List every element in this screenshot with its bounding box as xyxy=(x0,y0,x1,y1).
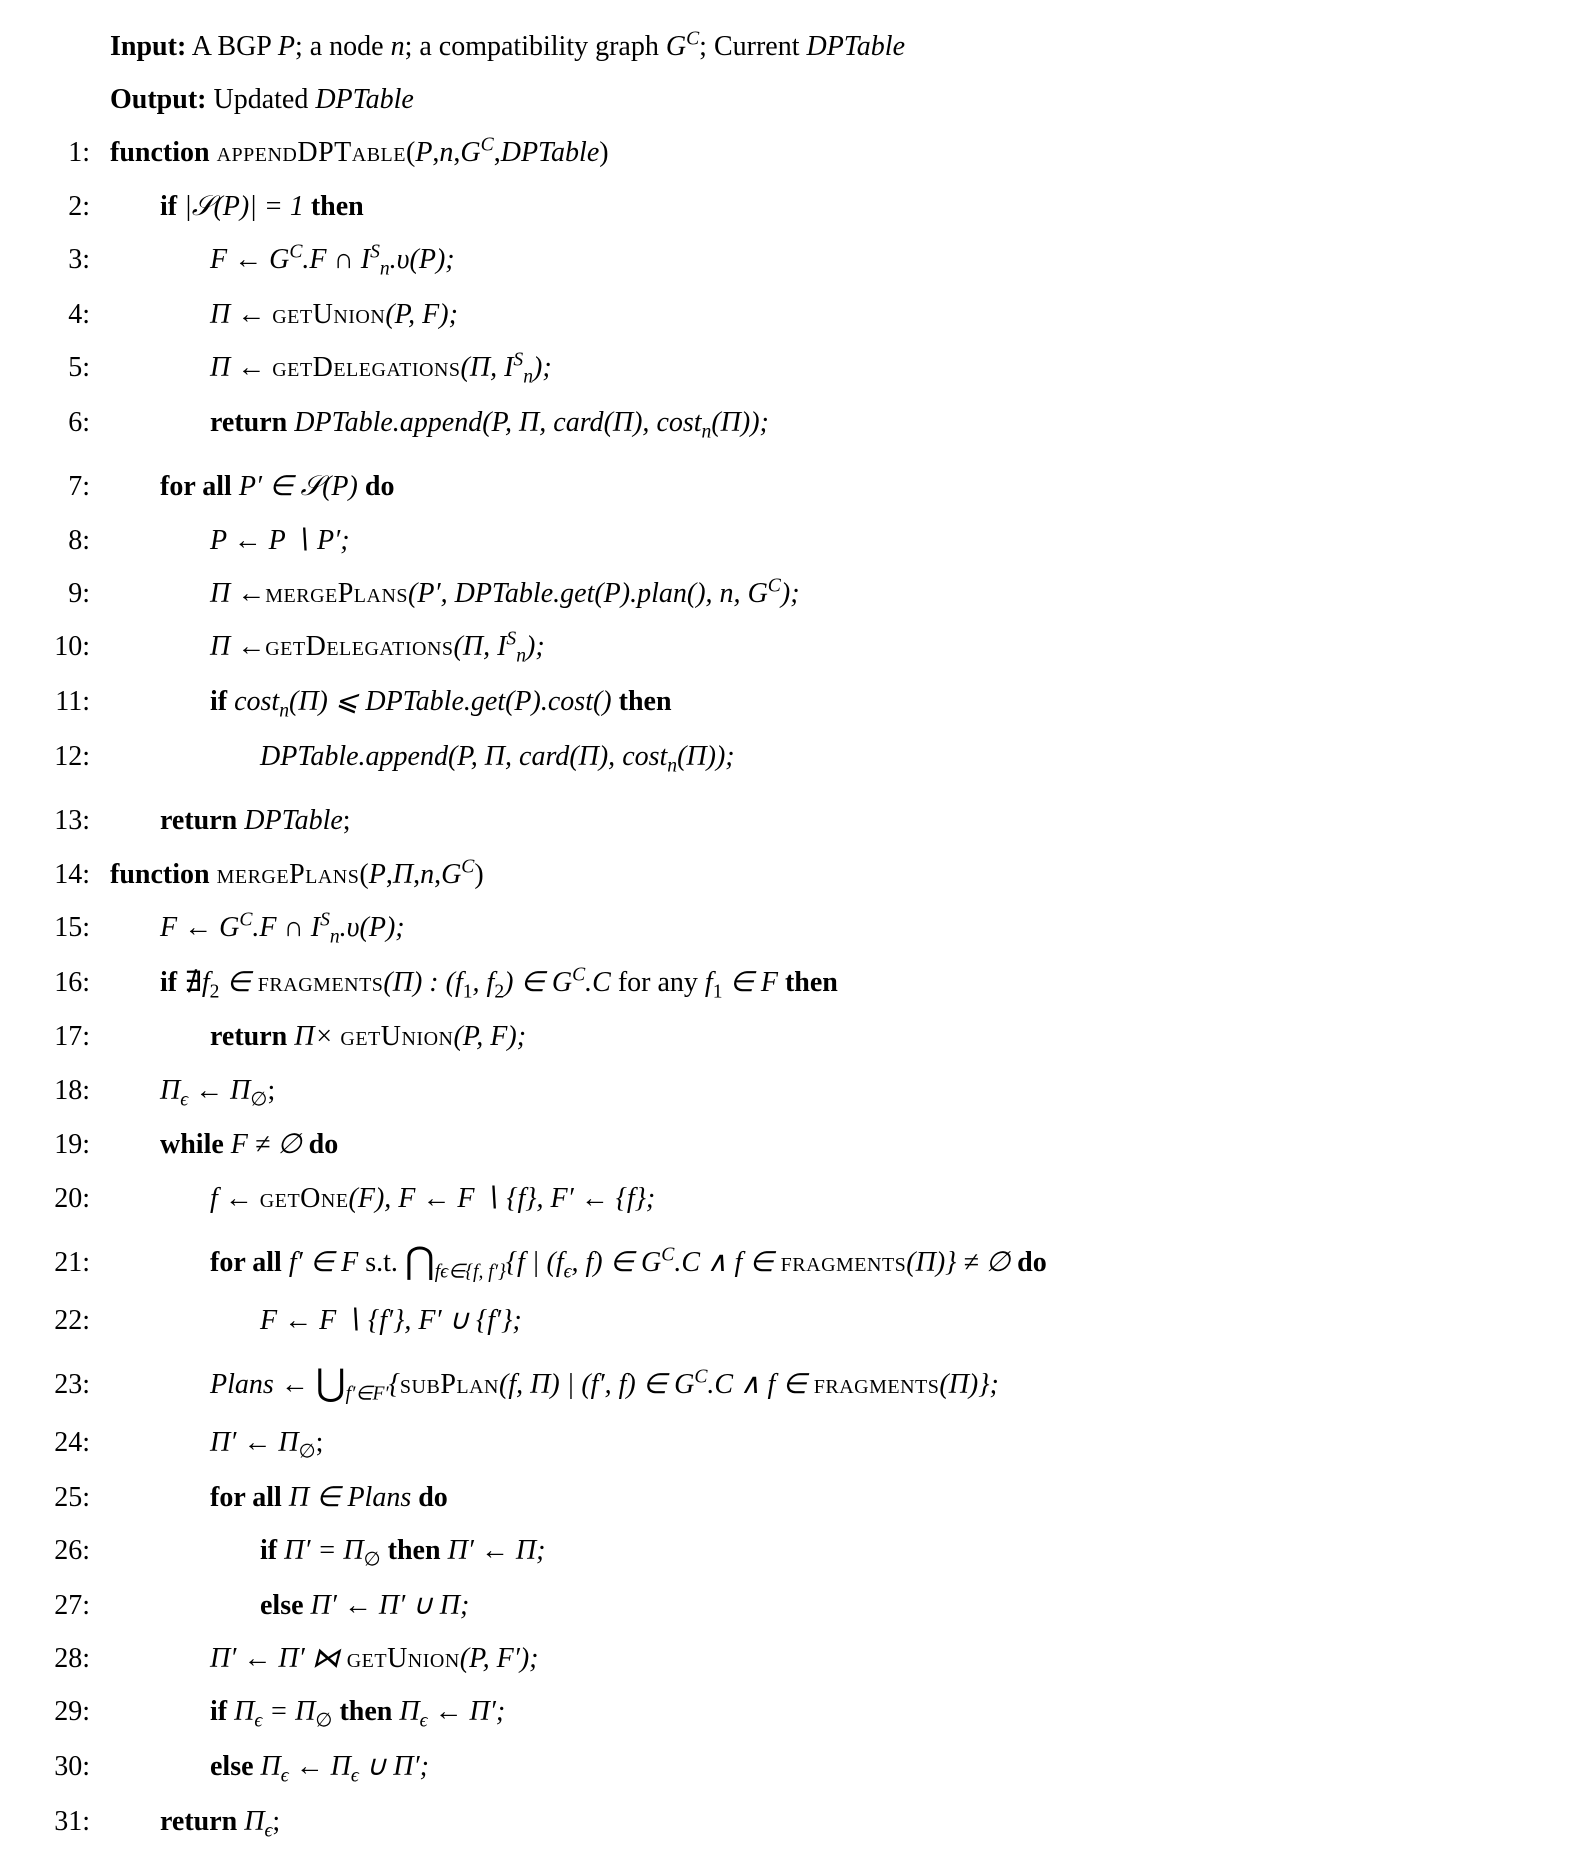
line-15: 15: F ← GC.F ∩ ISn.υ(P); xyxy=(40,901,1540,956)
output-label: Output: xyxy=(110,84,206,115)
line-5: 5: Π ← getDelegations(Π, ISn); xyxy=(40,341,1540,396)
line-16: 16: if ∄f2 ∈ fragments(Π) : (f1, f2) ∈ G… xyxy=(40,956,1540,1011)
line-20: 20: f ← getOne(F), F ← F ∖ {f}, F′ ← {f}… xyxy=(40,1172,1540,1225)
line-24: 24: Π′ ← Π∅; xyxy=(40,1416,1540,1471)
line-31: 31: return Πϵ; xyxy=(40,1795,1540,1850)
line-10: 10: Π ←getDelegations(Π, ISn); xyxy=(40,620,1540,675)
line-22: 22: F ← F ∖ {f′}, F′ ∪ {f′}; xyxy=(40,1294,1540,1347)
line-25: 25: for all Π ∈ Plans do xyxy=(40,1471,1540,1524)
input-text4: ; Current xyxy=(699,31,806,62)
input-line: Input: A BGP P; a node n; a compatibilit… xyxy=(110,20,1540,73)
line-30: 30: else Πϵ ← Πϵ ∪ Π′; xyxy=(40,1740,1540,1795)
input-text3: ; a compatibility graph xyxy=(405,31,666,62)
input-text: A BGP xyxy=(186,31,278,62)
line-6: 6: return DPTable.append(P, Π, card(Π), … xyxy=(40,396,1540,451)
line-13: 13: return DPTable; xyxy=(40,794,1540,847)
line-26: 26: if Π′ = Π∅ then Π′ ← Π; xyxy=(40,1524,1540,1579)
line-11: 11: if costn(Π) ⩽ DPTable.get(P).cost() … xyxy=(40,675,1540,730)
line-27: 27: else Π′ ← Π′ ∪ Π; xyxy=(40,1579,1540,1632)
output-dptable: DPTable xyxy=(315,84,414,115)
output-line: Output: Updated DPTable xyxy=(110,73,1540,126)
line-21: 21: for all f′ ∈ F s.t. ⋂fϵ∈{f, f′}{f | … xyxy=(40,1225,1540,1294)
input-dptable: DPTable xyxy=(806,31,905,62)
line-28: 28: Π′ ← Π′ ⋈ getUnion(P, F′); xyxy=(40,1632,1540,1685)
input-n: n xyxy=(391,31,405,62)
line-19: 19: while F ≠ ∅ do xyxy=(40,1118,1540,1171)
line-17: 17: return Π× getUnion(P, F); xyxy=(40,1010,1540,1063)
line-8: 8: P ← P ∖ P′; xyxy=(40,514,1540,567)
line-9: 9: Π ←mergePlans(P′, DPTable.get(P).plan… xyxy=(40,567,1540,620)
line-3: 3: F ← GC.F ∩ ISn.υ(P); xyxy=(40,233,1540,288)
line-23: 23: Plans ← ⋃f′∈F′{subPlan(f, Π) | (f′, … xyxy=(40,1347,1540,1416)
line-18: 18: Πϵ ← Π∅; xyxy=(40,1064,1540,1119)
line-1: 1: function appendDPTable(P,n,GC,DPTable… xyxy=(40,126,1540,179)
input-G-sup: C xyxy=(686,29,699,50)
algorithm-block: Input: A BGP P; a node n; a compatibilit… xyxy=(40,20,1540,1850)
output-text: Updated xyxy=(206,84,315,115)
input-label: Input: xyxy=(110,31,186,62)
line-12: 12: DPTable.append(P, Π, card(Π), costn(… xyxy=(40,730,1540,785)
line-4: 4: Π ← getUnion(P, F); xyxy=(40,288,1540,341)
line-29: 29: if Πϵ = Π∅ then Πϵ ← Π′; xyxy=(40,1685,1540,1740)
input-P: P xyxy=(278,31,295,62)
input-G: G xyxy=(666,31,686,62)
lineno: 1: xyxy=(40,126,110,179)
line-2: 2: if |𝒮(P)| = 1 then xyxy=(40,180,1540,233)
line-7: 7: for all P′ ∈ 𝒮(P) do xyxy=(40,460,1540,513)
line-14: 14: function mergePlans(P,Π,n,GC) xyxy=(40,848,1540,901)
input-text2: ; a node xyxy=(295,31,391,62)
